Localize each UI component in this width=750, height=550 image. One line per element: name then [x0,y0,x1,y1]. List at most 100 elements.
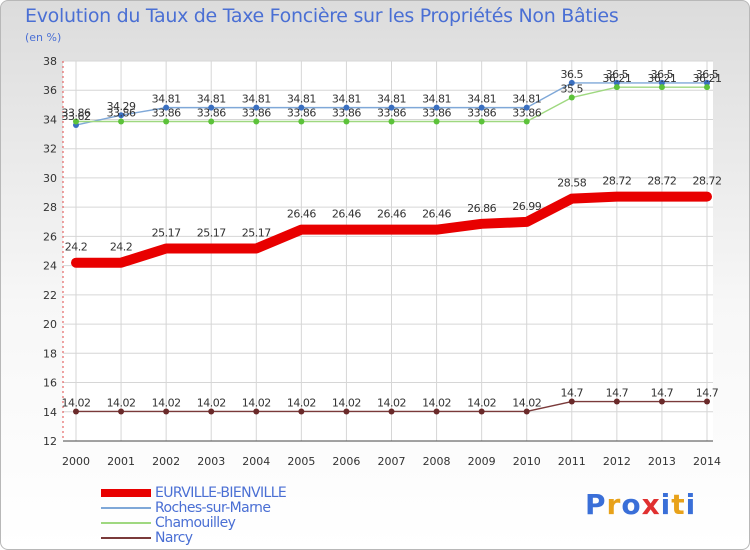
proxiti-logo: Proxiti [585,488,696,521]
data-label: 26.46 [287,208,316,221]
data-point [163,408,170,415]
data-label: 14.02 [512,396,541,409]
x-tick-label: 2014 [693,455,721,468]
data-point [478,408,485,415]
data-point [568,79,575,86]
y-tick-label: 12 [43,435,57,448]
data-label: 28.72 [647,175,676,188]
y-tick-label: 18 [43,347,57,360]
data-point [568,398,575,405]
data-point [253,104,260,111]
series-line [71,191,712,268]
y-tick-label: 34 [43,113,57,126]
y-tick-label: 14 [43,406,57,419]
data-label: 14.7 [606,387,629,400]
data-point [433,408,440,415]
x-tick-label: 2011 [558,455,586,468]
legend-item: Roches-sur-Marne [101,500,286,516]
logo-letter: o [621,488,642,521]
data-label: 33.86 [197,107,226,120]
data-label: 34.29 [107,100,136,113]
y-tick-label: 30 [43,172,57,185]
y-tick-label: 24 [43,260,57,273]
data-label: 26.86 [467,202,496,215]
data-label: 24.2 [65,241,88,254]
logo-letter: i [685,488,697,521]
data-label: 33.86 [512,107,541,120]
data-label: 26.99 [512,200,541,213]
data-point [613,79,620,86]
data-point [73,408,79,415]
legend: EURVILLE-BIENVILLE Roches-sur-Marne Cham… [101,485,287,546]
data-label: 24.2 [110,241,133,254]
legend-label: Narcy [155,529,193,546]
data-label: 14.02 [107,396,136,409]
logo-letter: r [606,488,622,521]
data-point [704,398,710,405]
data-point [208,104,215,111]
data-point [163,118,170,125]
data-label: 34.81 [512,93,541,106]
data-label: 28.72 [693,175,722,188]
data-point [163,104,170,111]
data-label: 34.81 [197,93,226,106]
data-point [253,118,260,125]
x-tick-label: 2013 [648,455,676,468]
y-tick-label: 28 [43,201,57,214]
data-label: 14.02 [287,396,316,409]
data-point [298,104,305,111]
data-label: 14.7 [696,387,719,400]
legend-swatch [101,506,151,509]
data-point [118,408,125,415]
data-label: 14.02 [197,396,226,409]
x-tick-label: 2000 [62,455,90,468]
data-label: 14.7 [651,387,674,400]
data-point [343,104,350,111]
data-point [523,408,530,415]
data-label: 25.17 [152,227,181,240]
data-point [613,84,620,91]
data-point [704,84,710,91]
legend-item: EURVILLE-BIENVILLE [101,485,287,501]
data-point [343,408,350,415]
data-label: 33.86 [107,107,136,120]
data-label: 26.46 [422,208,451,221]
data-label: 33.86 [242,107,271,120]
legend-swatch [101,536,151,539]
data-point [388,104,395,111]
data-label: 14.7 [561,387,584,400]
data-point [388,408,395,415]
data-label: 33.86 [467,107,496,120]
chart-title: Evolution du Taux de Taxe Foncière sur l… [25,5,619,27]
data-point [478,104,485,111]
y-tick-label: 22 [43,289,57,302]
x-tick-label: 2012 [603,455,631,468]
data-point [658,398,665,405]
y-tick-label: 36 [43,84,57,97]
y-tick-label: 26 [43,230,57,243]
data-label: 28.72 [602,175,631,188]
legend-item: Chamouilley [101,515,286,531]
data-label: 36.5 [651,68,674,81]
data-point [253,408,260,415]
data-label: 26.46 [332,208,361,221]
data-label: 14.02 [467,396,496,409]
unit-label: (en %) [25,31,62,44]
data-label: 14.02 [422,396,451,409]
data-label: 34.81 [287,93,316,106]
data-point [523,118,530,125]
legend-swatch [101,521,151,524]
data-point [388,118,395,125]
data-label: 34.81 [422,93,451,106]
data-label: 14.02 [62,396,91,409]
data-point [433,118,440,125]
legend-item: Narcy [101,529,286,546]
data-label: 25.17 [197,227,226,240]
data-label: 36.5 [696,68,719,81]
x-tick-label: 2005 [287,455,315,468]
data-point [433,104,440,111]
x-tick-label: 2007 [378,455,406,468]
data-point [298,408,305,415]
